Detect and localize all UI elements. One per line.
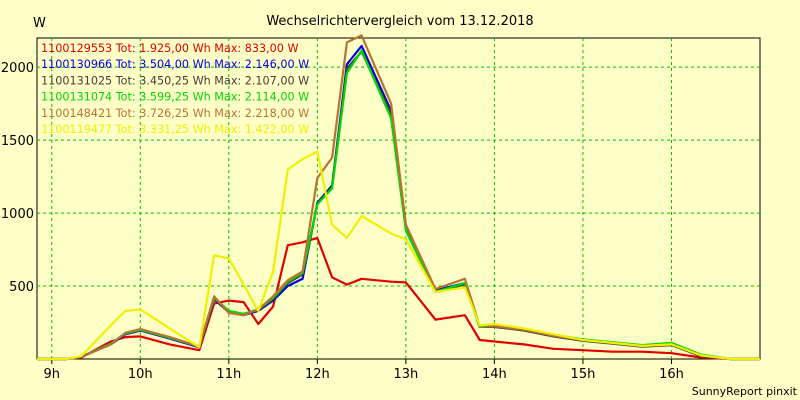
x-tick-label: 10h [128, 367, 153, 382]
chart-title: Wechselrichtervergleich vom 13.12.2018 [266, 14, 533, 29]
y-tick-label: 2000 [1, 61, 34, 76]
grid [37, 38, 760, 359]
series-line-1100129553 [37, 236, 760, 361]
legend: 1100129553 Tot: 1.925,00 Wh Max: 833,00 … [41, 42, 309, 136]
axis-ticks: 500 1000 1500 2000 9h 10h 11h 12h 13h 14h 15h 16h [1, 61, 684, 382]
legend-entry-1100131025: 1100131025 Tot: 3.450,25 Wh Max: 2.107,0… [41, 74, 309, 87]
x-tick-label: 9h [44, 367, 61, 382]
y-axis-unit-label: W [33, 16, 46, 31]
y-tick-label: 500 [9, 280, 34, 295]
x-tick-label: 14h [482, 367, 507, 382]
x-tick-label: 16h [659, 367, 684, 382]
y-tick-label: 1000 [1, 207, 34, 222]
series-line-1100119477 [37, 150, 760, 361]
plot-area [36, 37, 761, 360]
series-lines [37, 34, 760, 361]
x-tick-label: 15h [571, 367, 596, 382]
legend-entry-1100131074: 1100131074 Tot: 3.599,25 Wh Max: 2.114,0… [41, 91, 309, 104]
y-tick-label: 1500 [1, 134, 34, 149]
x-tick-label: 13h [393, 367, 418, 382]
legend-entry-1100148421: 1100148421 Tot: 3.726,25 Wh Max: 2.218,0… [41, 107, 309, 120]
x-tick-label: 11h [216, 367, 241, 382]
footer-credit: SunnyReport pinxit [692, 385, 798, 398]
x-tick-label: 12h [305, 367, 330, 382]
legend-entry-1100129553: 1100129553 Tot: 1.925,00 Wh Max: 833,00 … [41, 42, 299, 55]
legend-entry-1100130966: 1100130966 Tot: 3.504,00 Wh Max: 2.146,0… [41, 58, 309, 71]
legend-entry-1100119477: 1100119477 Tot: 3.331,25 Wh Max: 1.422,0… [41, 123, 309, 136]
